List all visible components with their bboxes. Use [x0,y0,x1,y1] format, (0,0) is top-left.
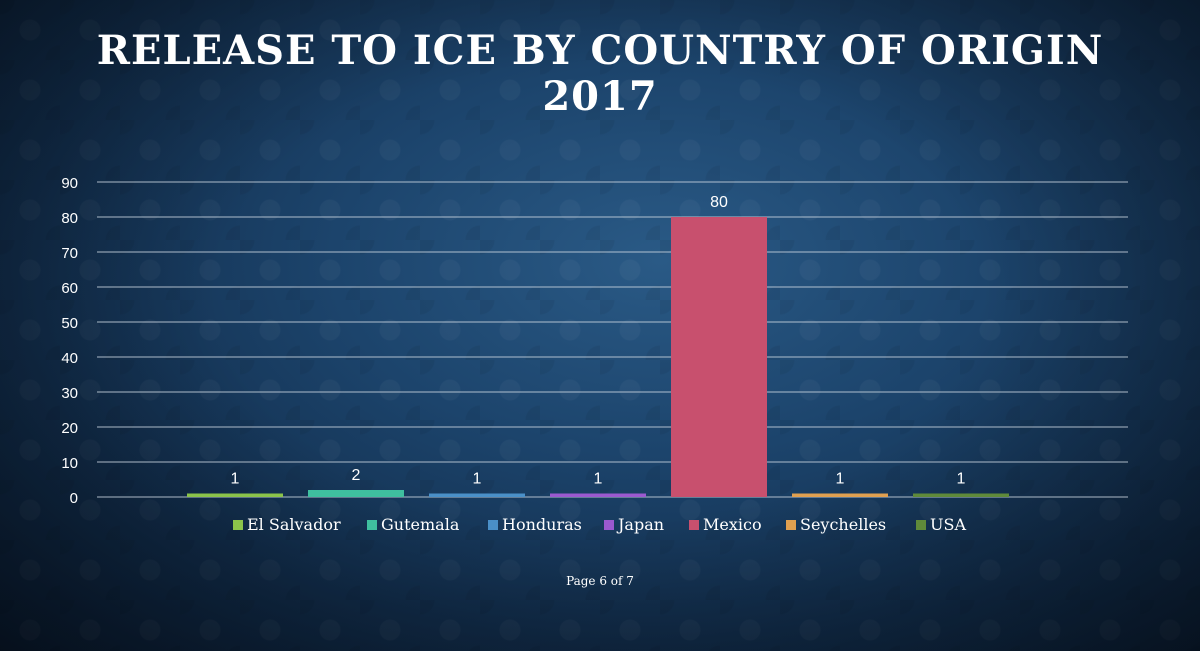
legend-swatch-seychelles [786,520,796,530]
y-tick-label-50: 50 [61,315,78,332]
legend-swatch-usa [916,520,926,530]
bar-japan [550,493,646,497]
legend-label-seychelles: Seychelles [800,515,886,534]
bar-el-salvador [187,493,283,497]
y-tick-label-30: 30 [61,385,78,402]
bar-usa [913,493,1009,497]
data-label-usa: 1 [957,471,966,488]
data-label-japan: 1 [594,471,603,488]
slide-title-line-1: RELEASE TO ICE BY COUNTRY OF ORIGIN [96,27,1104,74]
y-tick-label-80: 80 [61,210,78,227]
bar-honduras [429,493,525,497]
legend-label-el-salvador: El Salvador [247,515,341,534]
y-tick-label-60: 60 [61,280,78,297]
legend-swatch-el-salvador [233,520,243,530]
legend-label-usa: USA [930,515,966,534]
data-label-seychelles: 1 [836,471,845,488]
bar-mexico [671,217,767,497]
slide-title: RELEASE TO ICE BY COUNTRY OF ORIGIN 2017 [0,28,1200,120]
data-label-mexico: 80 [710,194,728,211]
y-tick-label-70: 70 [61,245,78,262]
legend-swatch-mexico [689,520,699,530]
y-tick-label-20: 20 [61,420,78,437]
data-label-gutemala: 2 [352,467,361,484]
legend-label-mexico: Mexico [703,515,762,534]
y-tick-label-10: 10 [61,455,78,472]
bar-seychelles [792,493,888,497]
bar-gutemala [308,490,404,497]
legend-label-japan: Japan [616,515,664,534]
slide-title-line-2: 2017 [542,73,658,120]
legend-swatch-gutemala [367,520,377,530]
legend-swatch-honduras [488,520,498,530]
data-label-el-salvador: 1 [231,471,240,488]
legend-label-honduras: Honduras [502,515,582,534]
y-tick-label-0: 0 [70,490,78,507]
y-tick-label-40: 40 [61,350,78,367]
data-label-honduras: 1 [473,471,482,488]
legend-label-gutemala: Gutemala [381,515,460,534]
bar-chart: 0 10 20 30 40 50 60 70 80 90 1 2 1 1 80 1 1 El Salvador Gu… [61,175,1128,534]
y-tick-label-90: 90 [61,175,78,192]
page-number: Page 6 of 7 [566,574,634,588]
legend-swatch-japan [604,520,614,530]
